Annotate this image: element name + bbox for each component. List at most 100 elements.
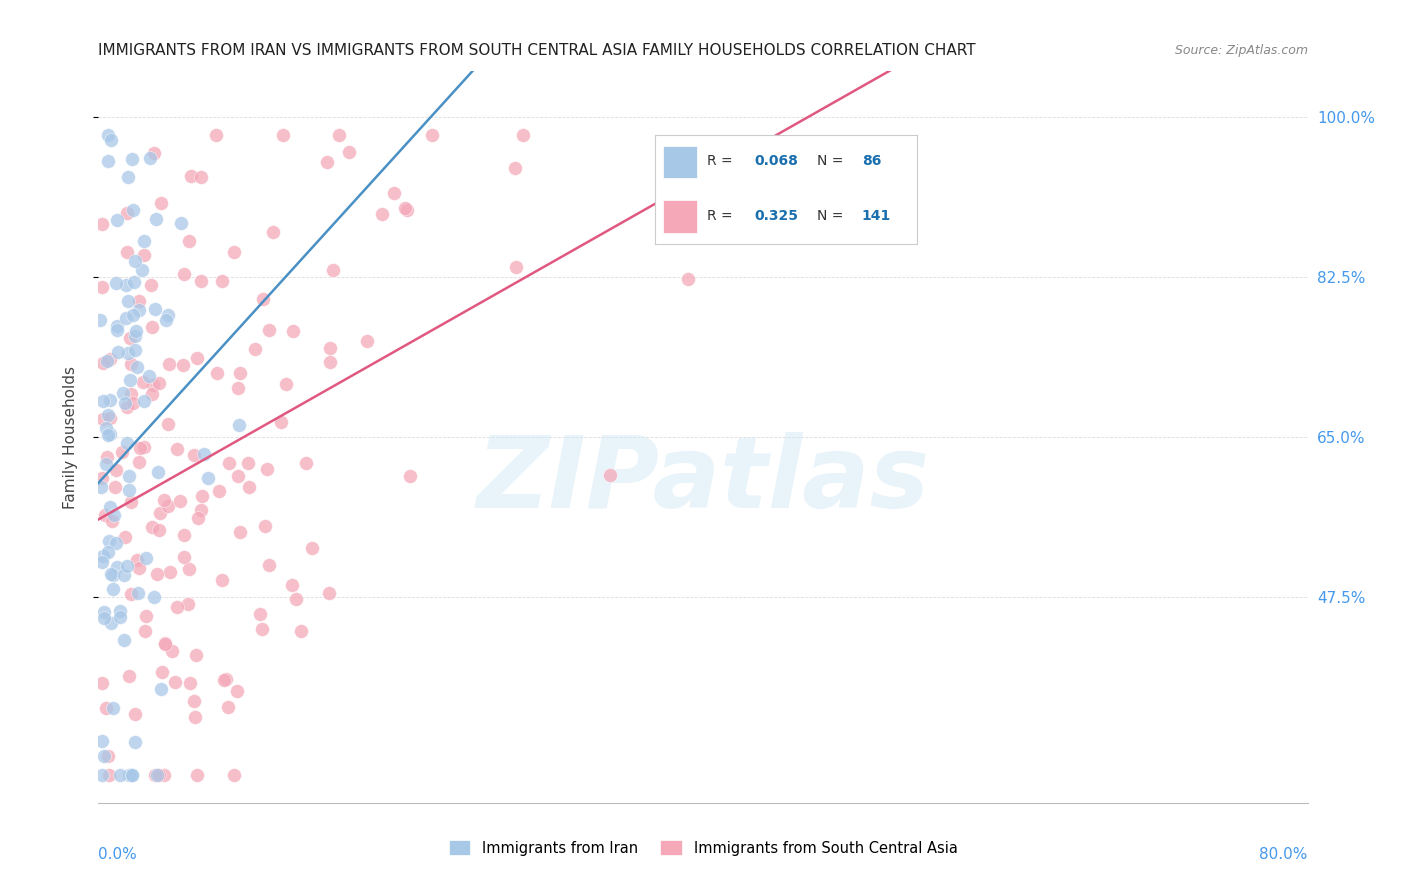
Point xyxy=(125,324,148,338)
Point xyxy=(243,342,266,356)
Point xyxy=(337,145,360,159)
Point xyxy=(110,445,132,459)
Point xyxy=(105,323,128,337)
Point xyxy=(356,334,378,348)
Point xyxy=(117,346,139,360)
Text: 0.068: 0.068 xyxy=(755,154,799,169)
Point xyxy=(134,248,156,262)
Point xyxy=(218,456,240,470)
Text: IMMIGRANTS FROM IRAN VS IMMIGRANTS FROM SOUTH CENTRAL ASIA FAMILY HOUSEHOLDS COR: IMMIGRANTS FROM IRAN VS IMMIGRANTS FROM … xyxy=(98,43,976,58)
Point xyxy=(117,169,139,184)
Point xyxy=(217,699,239,714)
Text: R =: R = xyxy=(707,210,738,223)
Point xyxy=(290,624,312,638)
Point xyxy=(228,468,250,483)
Text: R =: R = xyxy=(707,154,738,169)
Point xyxy=(211,274,233,288)
Point xyxy=(103,508,125,523)
Point xyxy=(281,325,304,339)
Point xyxy=(98,352,121,367)
Point xyxy=(512,128,534,143)
Point xyxy=(124,254,146,268)
Point xyxy=(127,553,149,567)
Point xyxy=(398,468,420,483)
Point xyxy=(177,597,200,611)
Point xyxy=(103,700,125,714)
Text: ZIPatlas: ZIPatlas xyxy=(477,433,929,530)
Point xyxy=(212,673,235,688)
Point xyxy=(190,274,212,288)
Point xyxy=(121,152,143,166)
Text: Source: ZipAtlas.com: Source: ZipAtlas.com xyxy=(1174,44,1308,57)
Point xyxy=(132,393,155,408)
Point xyxy=(114,530,136,544)
Point xyxy=(125,360,148,375)
Point xyxy=(94,508,117,522)
Point xyxy=(105,213,128,227)
Point xyxy=(97,154,120,169)
Point xyxy=(128,303,150,318)
Point xyxy=(505,260,527,275)
Point xyxy=(228,418,250,433)
Point xyxy=(93,611,115,625)
Point xyxy=(271,128,294,143)
Point xyxy=(135,551,157,566)
Point xyxy=(94,457,117,471)
Point xyxy=(257,323,280,337)
Point xyxy=(91,217,114,231)
Point xyxy=(104,536,127,550)
Point xyxy=(121,768,143,782)
Point xyxy=(128,441,150,455)
Point xyxy=(115,244,138,259)
Point xyxy=(224,245,246,260)
Point xyxy=(395,203,418,218)
Point xyxy=(128,561,150,575)
Point xyxy=(156,308,179,322)
Point xyxy=(371,207,394,221)
Point xyxy=(93,412,115,426)
Point xyxy=(146,567,169,582)
Point xyxy=(105,559,128,574)
Point xyxy=(184,710,207,724)
Point xyxy=(91,549,114,563)
Point xyxy=(141,320,163,334)
Point xyxy=(118,669,141,683)
Point xyxy=(100,133,122,147)
Point xyxy=(204,128,226,143)
Point xyxy=(105,319,128,334)
Y-axis label: Family Households: Family Households xyxy=(63,366,77,508)
Point xyxy=(153,637,176,651)
Point xyxy=(149,681,172,696)
Point xyxy=(155,635,177,649)
Bar xyxy=(664,145,697,178)
Point xyxy=(114,278,136,293)
Point xyxy=(139,278,162,293)
Point xyxy=(173,267,195,281)
Point xyxy=(229,366,252,380)
Point xyxy=(170,217,193,231)
Point xyxy=(229,525,252,540)
Point xyxy=(114,396,136,410)
Point xyxy=(115,558,138,573)
Point xyxy=(131,262,153,277)
Point xyxy=(319,355,342,369)
Point xyxy=(132,375,155,389)
Point xyxy=(93,749,115,764)
Point xyxy=(118,469,141,483)
Point xyxy=(108,609,131,624)
Point xyxy=(177,562,200,576)
Point xyxy=(256,461,278,475)
Point xyxy=(97,545,120,559)
Point xyxy=(270,415,292,429)
Point xyxy=(238,479,260,493)
Point xyxy=(132,235,155,249)
Point xyxy=(274,376,297,391)
Point xyxy=(104,277,127,291)
Point xyxy=(124,329,146,343)
Point xyxy=(124,275,146,289)
Point xyxy=(149,196,172,211)
Point xyxy=(160,644,183,658)
Point xyxy=(322,262,344,277)
Point xyxy=(91,471,114,485)
Point xyxy=(152,768,174,782)
